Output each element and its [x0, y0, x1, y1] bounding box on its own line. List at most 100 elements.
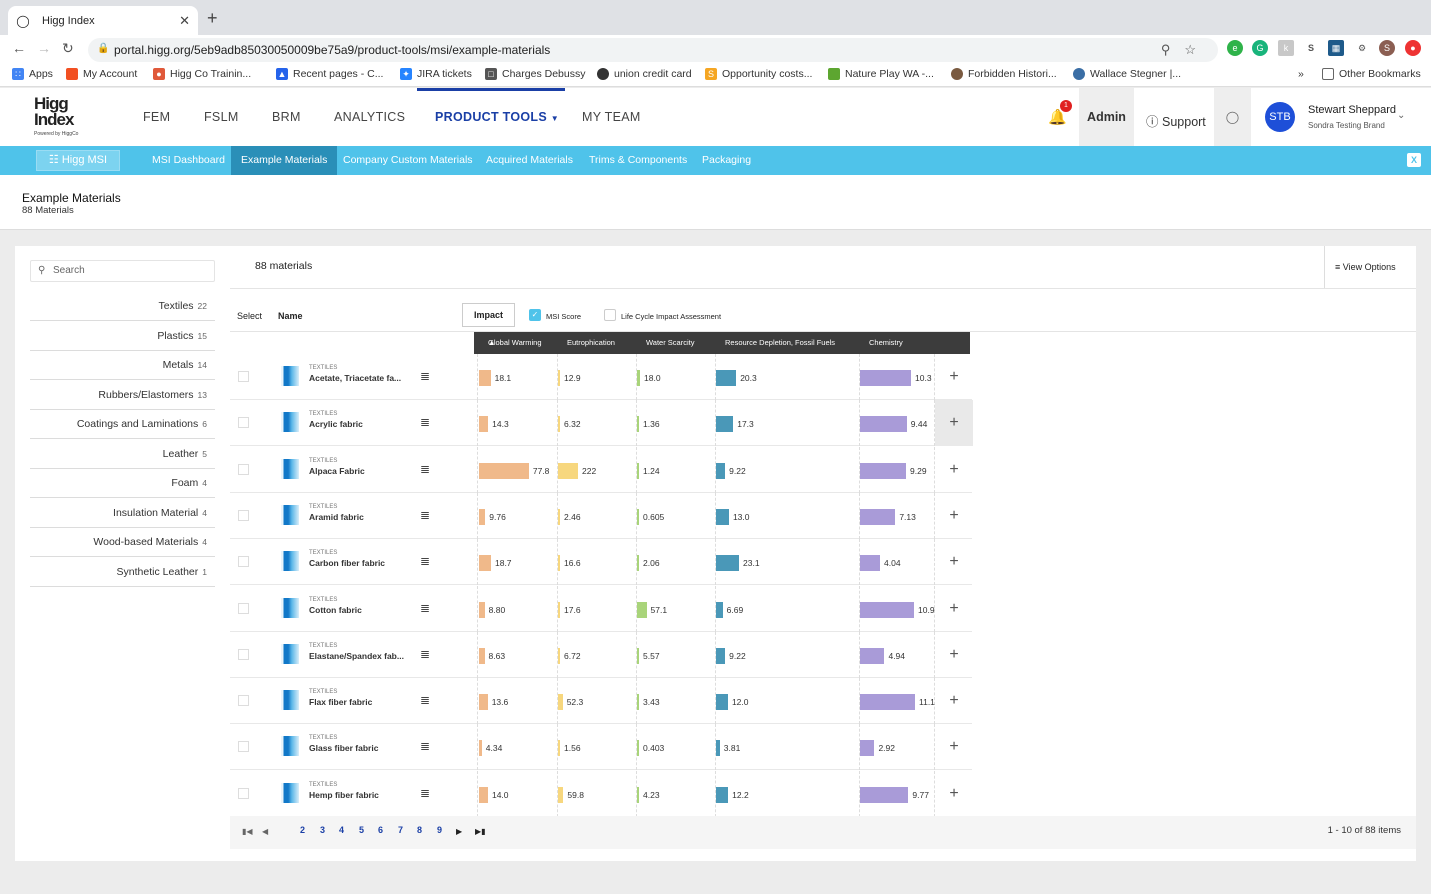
nav-analytics[interactable]: ANALYTICS: [334, 110, 406, 124]
back-icon[interactable]: ←: [12, 40, 26, 56]
bookmark-charges-debussy[interactable]: □ Charges Debussy: [485, 68, 585, 80]
row-select-checkbox[interactable]: [238, 741, 249, 753]
user-name[interactable]: Stewart Sheppard: [1308, 104, 1397, 116]
tab-trims-components[interactable]: Trims & Components: [589, 154, 688, 166]
material-name[interactable]: Flax fiber fabric: [309, 697, 373, 708]
close-tab-icon[interactable]: ✕: [179, 13, 190, 28]
alert-extension-icon[interactable]: ●: [1405, 40, 1421, 56]
row-select-checkbox[interactable]: [238, 602, 249, 614]
tab-acquired-materials[interactable]: Acquired Materials: [486, 154, 573, 166]
reload-icon[interactable]: ↻: [62, 40, 74, 56]
last-page-icon[interactable]: ▶▮: [475, 827, 486, 836]
add-material-button[interactable]: +: [949, 784, 959, 802]
adjust-sliders-icon[interactable]: ≣: [420, 785, 431, 800]
page-link[interactable]: 3: [320, 825, 326, 835]
omnibox-actions[interactable]: ⚲☆: [1161, 42, 1210, 58]
notifications-bell-icon[interactable]: 🔔: [1048, 109, 1067, 126]
view-options-button[interactable]: ≡ View Options: [1324, 246, 1416, 288]
adjust-sliders-icon[interactable]: ≣: [420, 369, 431, 383]
page-link[interactable]: 6: [378, 825, 384, 835]
material-name[interactable]: Carbon fiber fabric: [309, 558, 386, 569]
adjust-sliders-icon[interactable]: ≣: [420, 461, 431, 476]
category-item[interactable]: Wood-based Materials 4: [30, 528, 215, 557]
adjust-sliders-icon[interactable]: ≣: [420, 739, 431, 754]
prev-page-icon[interactable]: ◀: [262, 827, 269, 836]
row-select-checkbox[interactable]: [238, 371, 249, 382]
grammarly-extension-icon[interactable]: G: [1252, 40, 1268, 56]
row-select-checkbox[interactable]: [238, 648, 249, 660]
row-select-checkbox[interactable]: [238, 463, 249, 475]
bookmark-union-credit[interactable]: union credit card: [597, 68, 692, 80]
avatar[interactable]: STB: [1265, 102, 1295, 132]
row-select-checkbox[interactable]: [238, 695, 249, 707]
row-select-checkbox[interactable]: [238, 556, 249, 568]
profile-icon[interactable]: S: [1379, 40, 1395, 56]
column-header-chemistry[interactable]: Chemistry: [869, 338, 903, 347]
page-link[interactable]: 2: [300, 825, 306, 835]
nav-my-team[interactable]: MY TEAM: [582, 110, 641, 124]
adjust-sliders-icon[interactable]: ≣: [420, 600, 431, 615]
row-select-checkbox[interactable]: [238, 509, 249, 521]
impact-toggle-button[interactable]: Impact: [462, 303, 515, 327]
adjust-sliders-icon[interactable]: ≣: [420, 507, 431, 522]
page-link[interactable]: 9: [437, 825, 443, 835]
evernote-extension-icon[interactable]: e: [1227, 40, 1243, 56]
browser-tab[interactable]: ◯ Higg Index ✕: [8, 6, 198, 35]
category-item[interactable]: Metals 14: [30, 351, 215, 380]
category-item[interactable]: Textiles 22: [30, 292, 215, 321]
material-name[interactable]: Aramid fabric: [309, 511, 364, 522]
bookmark-my-account[interactable]: My Account: [66, 68, 137, 80]
excel-export-icon[interactable]: X: [1407, 153, 1421, 167]
material-name[interactable]: Alpaca Fabric: [309, 465, 365, 476]
column-header-water-scarcity[interactable]: Water Scarcity: [646, 338, 695, 347]
category-item[interactable]: Leather 5: [30, 440, 215, 469]
material-name[interactable]: Acrylic fabric: [309, 419, 363, 430]
material-name[interactable]: Cotton fabric: [309, 604, 362, 615]
page-link[interactable]: 4: [339, 825, 345, 835]
category-item[interactable]: Synthetic Leather 1: [30, 558, 215, 587]
adjust-sliders-icon[interactable]: ≣: [420, 646, 431, 661]
adjust-sliders-icon[interactable]: ≣: [420, 415, 431, 430]
add-material-button[interactable]: +: [949, 368, 959, 385]
add-material-button[interactable]: +: [949, 738, 959, 756]
bookmark-apps[interactable]: ∷ Apps: [12, 68, 53, 80]
column-header-name[interactable]: Name: [278, 311, 303, 321]
extension-icon[interactable]: k: [1278, 40, 1294, 56]
tab-msi-dashboard[interactable]: MSI Dashboard: [152, 154, 225, 166]
search-input[interactable]: ⚲ Search: [30, 260, 215, 282]
address-bar[interactable]: 🔒 portal.higg.org/5eb9adb85030050009be75…: [88, 38, 1218, 62]
page-link[interactable]: 7: [398, 825, 404, 835]
chevron-down-icon[interactable]: ⌄: [1397, 110, 1406, 121]
first-page-icon[interactable]: ▮◀: [242, 827, 253, 836]
row-select-checkbox[interactable]: [238, 417, 249, 429]
bookmark-opportunity-costs[interactable]: S Opportunity costs...: [705, 68, 812, 80]
page-link[interactable]: 5: [359, 825, 365, 835]
dashboard-extension-icon[interactable]: ▦: [1328, 40, 1344, 56]
add-material-button[interactable]: +: [949, 645, 959, 663]
bookmark-wallace-stegner[interactable]: Wallace Stegner |...: [1073, 68, 1181, 80]
column-header-resource-depletion[interactable]: Resource Depletion, Fossil Fuels: [725, 338, 836, 347]
adjust-sliders-icon[interactable]: ≣: [420, 693, 431, 708]
lca-checkbox[interactable]: [604, 309, 616, 321]
column-header-eutrophication[interactable]: Eutrophication: [567, 338, 615, 347]
next-page-icon[interactable]: ▶: [456, 827, 463, 836]
bookmarks-overflow[interactable]: »: [1298, 68, 1304, 80]
row-select-checkbox[interactable]: [238, 787, 249, 799]
category-item[interactable]: Insulation Material 4: [30, 499, 215, 528]
support-link[interactable]: ⓘ Support: [1146, 111, 1206, 130]
bookmark-jira[interactable]: ✦ JIRA tickets: [400, 68, 472, 80]
add-material-button[interactable]: +: [949, 599, 959, 617]
category-item[interactable]: Plastics 15: [30, 322, 215, 351]
material-name[interactable]: Hemp fiber fabric: [309, 789, 379, 800]
extensions-puzzle-icon[interactable]: ⚙: [1354, 40, 1370, 56]
bookmark-forbidden-histories[interactable]: Forbidden Histori...: [951, 68, 1057, 80]
material-name[interactable]: Glass fiber fabric: [309, 743, 379, 754]
add-material-button[interactable]: +: [949, 553, 959, 571]
other-bookmarks[interactable]: Other Bookmarks: [1322, 68, 1421, 80]
language-globe-icon[interactable]: ◯: [1214, 88, 1251, 146]
add-material-button[interactable]: +: [949, 506, 959, 524]
higg-msi-button[interactable]: ☷ Higg MSI: [36, 150, 120, 171]
forward-icon[interactable]: →: [37, 40, 51, 56]
material-name[interactable]: Elastane/Spandex fab...: [309, 650, 404, 661]
add-material-button[interactable]: +: [949, 460, 959, 478]
